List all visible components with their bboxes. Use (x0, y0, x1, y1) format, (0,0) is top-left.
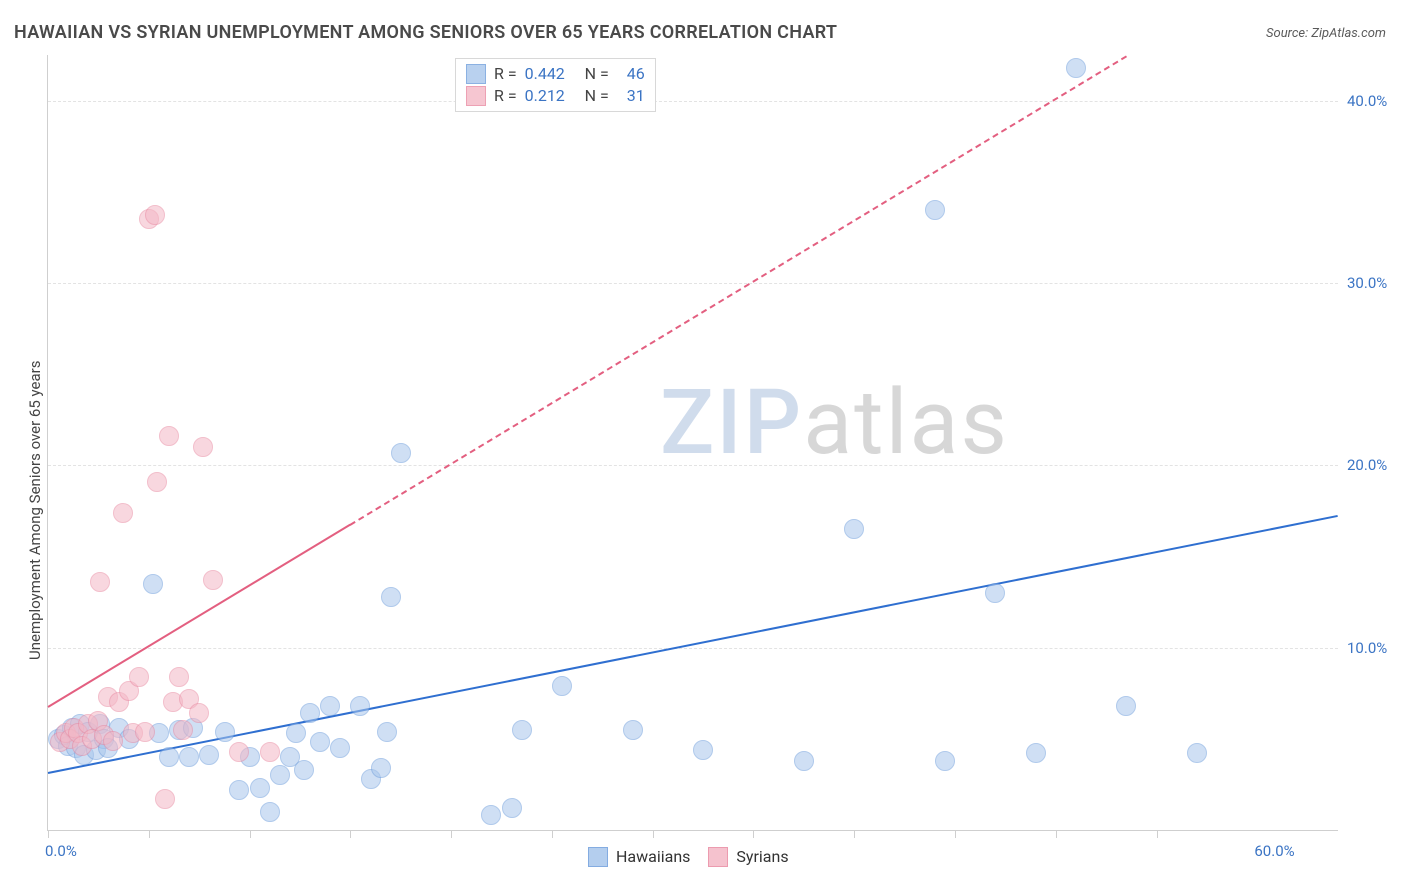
r-value: 0.212 (525, 85, 577, 107)
hawaiians-point (1187, 743, 1207, 763)
r-value: 0.442 (525, 63, 577, 85)
syrians-point (147, 472, 167, 492)
hawaiians-point (502, 798, 522, 818)
syrians-point (203, 570, 223, 590)
syrians-point (145, 205, 165, 225)
x-tick (149, 830, 150, 838)
series-legend: Hawaiians Syrians (570, 846, 789, 867)
chart-title: HAWAIIAN VS SYRIAN UNEMPLOYMENT AMONG SE… (14, 22, 837, 43)
hawaiians-point (330, 738, 350, 758)
hawaiians-point (623, 720, 643, 740)
legend-swatch (466, 86, 486, 106)
x-tick (653, 830, 654, 838)
y-tick-label: 10.0% (1347, 639, 1387, 657)
syrians-point (193, 437, 213, 457)
hawaiians-point (250, 778, 270, 798)
r-label: R = (494, 85, 517, 107)
legend-swatch (708, 847, 728, 867)
x-tick (250, 830, 251, 838)
hawaiians-point (270, 765, 290, 785)
x-tick (552, 830, 553, 838)
n-label: N = (585, 63, 609, 85)
hawaiians-point (377, 722, 397, 742)
stats-legend: R = 0.442 N = 46 R = 0.212 N = 31 (455, 58, 656, 112)
trend-line (47, 524, 350, 708)
stats-legend-row: R = 0.442 N = 46 (466, 63, 645, 85)
hawaiians-point (381, 587, 401, 607)
syrians-point (189, 703, 209, 723)
x-tick (1056, 830, 1057, 838)
hawaiians-point (179, 747, 199, 767)
x-tick (48, 830, 49, 838)
hawaiians-point (143, 574, 163, 594)
legend-swatch (466, 64, 486, 84)
plot-area (47, 55, 1338, 831)
legend-swatch (588, 847, 608, 867)
y-tick-label: 40.0% (1347, 92, 1387, 110)
hawaiians-point (310, 732, 330, 752)
hawaiians-point (350, 696, 370, 716)
hawaiians-point (1116, 696, 1136, 716)
x-tick (753, 830, 754, 838)
syrians-point (135, 722, 155, 742)
source-label: Source: ZipAtlas.com (1266, 26, 1386, 41)
syrians-point (90, 572, 110, 592)
gridline (48, 465, 1338, 466)
hawaiians-point (320, 696, 340, 716)
hawaiians-point (794, 751, 814, 771)
gridline (48, 283, 1338, 284)
gridline (48, 648, 1338, 649)
hawaiians-point (286, 723, 306, 743)
legend-label: Hawaiians (616, 847, 690, 866)
hawaiians-point (935, 751, 955, 771)
syrians-point (159, 426, 179, 446)
stats-legend-row: R = 0.212 N = 31 (466, 85, 645, 107)
y-tick-label: 20.0% (1347, 456, 1387, 474)
n-value: 31 (617, 85, 645, 107)
hawaiians-point (693, 740, 713, 760)
hawaiians-point (1066, 58, 1086, 78)
y-axis-label: Unemployment Among Seniors over 65 years (26, 361, 44, 660)
hawaiians-point (260, 802, 280, 822)
r-label: R = (494, 63, 517, 85)
hawaiians-point (159, 747, 179, 767)
hawaiians-point (925, 200, 945, 220)
hawaiians-point (512, 720, 532, 740)
gridline (48, 101, 1338, 102)
hawaiians-point (1026, 743, 1046, 763)
hawaiians-point (215, 722, 235, 742)
hawaiians-point (229, 780, 249, 800)
syrians-point (129, 667, 149, 687)
syrians-point (155, 789, 175, 809)
y-tick-label: 30.0% (1347, 274, 1387, 292)
hawaiians-point (371, 758, 391, 778)
n-value: 46 (617, 63, 645, 85)
hawaiians-point (552, 676, 572, 696)
n-label: N = (585, 85, 609, 107)
x-tick (350, 830, 351, 838)
syrians-point (173, 720, 193, 740)
syrians-point (169, 667, 189, 687)
hawaiians-point (985, 583, 1005, 603)
x-tick-label: 60.0% (1254, 842, 1294, 860)
trend-line (48, 515, 1338, 774)
hawaiians-point (391, 443, 411, 463)
syrians-point (260, 742, 280, 762)
hawaiians-point (844, 519, 864, 539)
hawaiians-point (199, 745, 219, 765)
x-tick (451, 830, 452, 838)
x-tick-label: 0.0% (45, 842, 77, 860)
legend-label: Syrians (736, 847, 788, 866)
hawaiians-point (300, 703, 320, 723)
syrians-point (229, 742, 249, 762)
hawaiians-point (294, 760, 314, 780)
x-tick (854, 830, 855, 838)
hawaiians-point (481, 805, 501, 825)
x-tick (1157, 830, 1158, 838)
syrians-point (113, 503, 133, 523)
trend-line (350, 55, 1127, 525)
syrians-point (103, 731, 123, 751)
x-tick (955, 830, 956, 838)
